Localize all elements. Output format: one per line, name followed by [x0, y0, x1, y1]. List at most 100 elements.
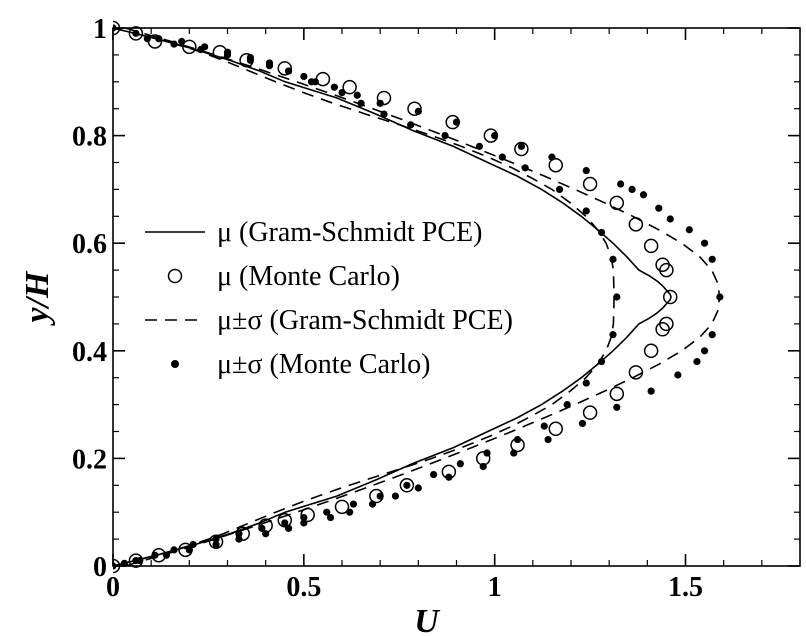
mc-sigma-point	[540, 422, 548, 430]
x-tick-label: 0.5	[286, 572, 321, 603]
mc-sigma-point	[597, 357, 606, 366]
x-tick-label: 1	[488, 572, 502, 603]
mc-sigma-point	[693, 357, 701, 366]
mc-sigma-point	[475, 142, 483, 150]
series-line-0	[113, 27, 672, 567]
plot-area	[113, 20, 724, 574]
mc-mean-point	[315, 71, 331, 87]
mc-sigma-point	[597, 228, 606, 237]
mc-sigma-point	[376, 99, 384, 107]
mc-sigma-point	[479, 462, 487, 471]
mc-sigma-point	[582, 379, 590, 387]
mc-sigma-point	[510, 449, 518, 457]
mc-sigma-point	[498, 153, 506, 161]
mc-sigma-point	[162, 551, 171, 559]
mc-mean-point	[407, 101, 422, 116]
mc-sigma-point	[284, 524, 293, 532]
mc-sigma-point	[655, 204, 663, 212]
mc-sigma-point	[151, 551, 159, 559]
plot-frame	[112, 27, 801, 567]
mc-mean-point	[548, 157, 563, 173]
mc-sigma-point	[235, 530, 243, 538]
mc-sigma-point	[700, 239, 709, 247]
mc-mean-point	[182, 39, 197, 55]
mc-sigma-point	[391, 492, 400, 500]
mc-sigma-point	[212, 535, 220, 543]
mc-sigma-point	[613, 293, 621, 301]
mc-sigma-point	[708, 331, 716, 339]
mc-sigma-point	[170, 40, 178, 48]
mc-sigma-point	[666, 215, 674, 223]
mc-sigma-point	[403, 481, 411, 489]
mc-sigma-point	[265, 62, 274, 70]
legend-swatch-open-circle	[167, 268, 183, 284]
legend-swatch-dot	[171, 360, 179, 368]
mc-sigma-point	[582, 166, 590, 175]
mc-sigma-point	[300, 519, 308, 527]
mc-sigma-point	[521, 164, 529, 172]
mc-sigma-point	[548, 153, 556, 161]
mc-sigma-point	[414, 484, 422, 492]
mc-sigma-point	[346, 508, 354, 516]
mc-sigma-point	[544, 435, 552, 444]
y-tick-label: 0.2	[72, 444, 107, 475]
mc-sigma-point	[235, 535, 243, 543]
mc-sigma-point	[258, 524, 266, 532]
legend-label: μ (Monte Carlo)	[217, 261, 400, 292]
x-tick-label: 1.5	[668, 572, 703, 603]
y-tick-label: 0.4	[72, 337, 107, 368]
mc-sigma-point	[212, 540, 220, 549]
mc-mean-point	[208, 534, 224, 550]
mc-sigma-point	[170, 546, 178, 554]
mc-mean-point	[643, 238, 659, 254]
mc-sigma-point	[674, 371, 682, 379]
mc-sigma-point	[582, 207, 590, 215]
mc-mean-point	[655, 257, 670, 272]
legend-label: μ (Gram-Schmidt PCE)	[217, 217, 482, 248]
mc-sigma-point	[143, 35, 151, 43]
mc-sigma-point	[155, 35, 163, 43]
mc-sigma-point	[246, 56, 254, 64]
legend-label: μ±σ (Gram-Schmidt PCE)	[217, 305, 513, 336]
mc-sigma-point	[189, 540, 197, 549]
mc-sigma-point	[368, 500, 377, 508]
y-tick-label: 0.8	[72, 122, 107, 153]
mc-sigma-point	[708, 255, 716, 263]
mc-sigma-point	[311, 78, 319, 86]
mc-sigma-point	[700, 347, 709, 355]
mc-sigma-point	[617, 180, 625, 188]
mc-sigma-point	[407, 121, 415, 129]
mc-sigma-point	[349, 500, 358, 508]
mc-sigma-point	[563, 401, 571, 409]
x-axis-label: U	[414, 603, 441, 636]
mc-sigma-point	[628, 185, 636, 193]
mc-sigma-point	[178, 37, 186, 46]
mc-sigma-point	[517, 142, 525, 150]
mc-mean-point	[334, 499, 350, 515]
mc-sigma-point	[376, 492, 384, 500]
mc-sigma-point	[639, 191, 648, 199]
mc-sigma-point	[223, 51, 232, 59]
mc-sigma-point	[300, 72, 308, 81]
mc-sigma-point	[452, 118, 461, 126]
y-tick-label: 1	[93, 14, 107, 45]
mc-sigma-point	[445, 473, 453, 481]
mc-sigma-point	[647, 387, 655, 395]
mc-mean-point	[662, 289, 678, 305]
mc-sigma-point	[132, 29, 140, 37]
mc-sigma-point	[330, 83, 338, 91]
mc-mean-point	[582, 176, 598, 192]
mc-sigma-point	[555, 185, 564, 193]
mc-mean-point	[582, 405, 598, 420]
mc-sigma-point	[185, 546, 193, 554]
mc-mean-point	[376, 90, 392, 106]
mc-mean-point	[277, 513, 292, 528]
mc-sigma-point	[300, 513, 308, 522]
mc-sigma-point	[716, 293, 724, 301]
mc-mean-point	[342, 79, 357, 95]
mc-mean-point	[399, 478, 415, 493]
mc-mean-point	[514, 141, 529, 157]
y-axis-label: y/H	[19, 270, 56, 327]
y-tick-label: 0	[93, 552, 107, 583]
